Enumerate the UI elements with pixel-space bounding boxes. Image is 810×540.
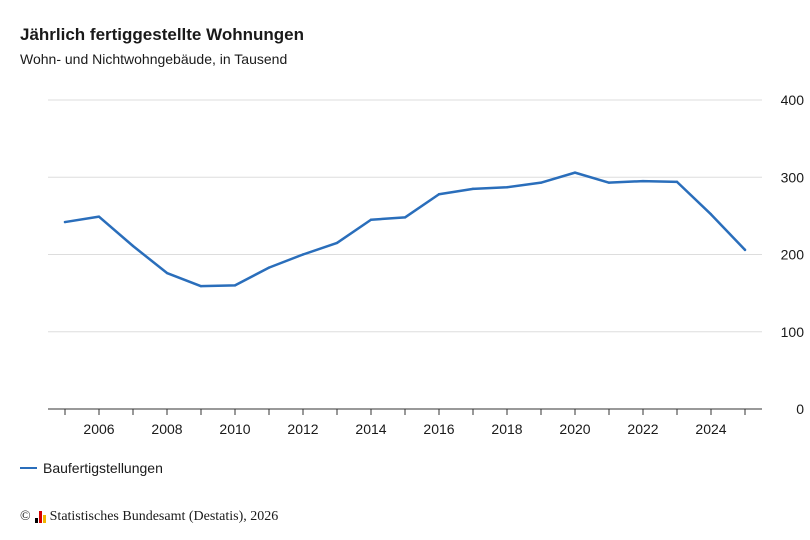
data-point <box>471 187 475 191</box>
x-tick-label: 2018 <box>491 421 522 437</box>
data-point <box>335 241 339 245</box>
destatis-logo-icon <box>34 511 46 523</box>
x-tick-label: 2012 <box>287 421 318 437</box>
data-point <box>165 271 169 275</box>
y-tick-label: 200 <box>781 247 805 263</box>
y-tick-label: 300 <box>781 169 805 185</box>
data-point <box>743 248 747 252</box>
y-tick-label: 400 <box>781 92 805 108</box>
legend-swatch <box>20 467 37 469</box>
data-point <box>233 284 237 287</box>
data-point <box>301 253 305 256</box>
data-point <box>539 181 543 184</box>
x-tick-label: 2010 <box>219 421 250 437</box>
copyright-symbol: © <box>20 509 31 524</box>
data-point <box>369 218 373 221</box>
legend[interactable]: Baufertigstellungen <box>20 460 163 476</box>
data-point <box>573 171 577 174</box>
data-point <box>505 186 509 189</box>
data-point <box>437 193 441 196</box>
y-tick-label: 0 <box>796 401 804 417</box>
data-point <box>199 284 203 288</box>
chart-title: Jährlich fertiggestellte Wohnungen <box>20 25 304 44</box>
y-tick-label: 100 <box>781 324 805 340</box>
source-note: © Statistisches Bundesamt (Destatis), 20… <box>20 509 278 525</box>
legend-label: Baufertigstellungen <box>43 460 163 476</box>
line-chart: 0 100 200 300 400 2006 2008 2010 2012 2014 2016 201… <box>48 92 805 437</box>
source-text: Statistisches Bundesamt (Destatis), 2026 <box>49 509 279 524</box>
data-point <box>131 244 135 248</box>
series-line-baufertigstellungen <box>63 171 747 288</box>
x-tick-label: 2020 <box>559 421 590 437</box>
x-tick-label: 2008 <box>151 421 182 437</box>
x-tick-label: 2006 <box>83 421 114 437</box>
data-point <box>63 220 67 224</box>
x-tick-label: 2024 <box>695 421 726 437</box>
data-point <box>641 179 645 183</box>
x-tick-label: 2022 <box>627 421 658 437</box>
data-point <box>267 266 271 269</box>
data-point <box>709 213 713 216</box>
data-point <box>607 181 611 184</box>
data-point <box>97 215 101 218</box>
x-tick-label: 2014 <box>355 421 386 437</box>
chart-subtitle: Wohn- und Nichtwohngebäude, in Tausend <box>20 51 288 67</box>
data-point <box>403 216 407 219</box>
x-tick-label: 2016 <box>423 421 454 437</box>
data-point <box>675 180 679 184</box>
